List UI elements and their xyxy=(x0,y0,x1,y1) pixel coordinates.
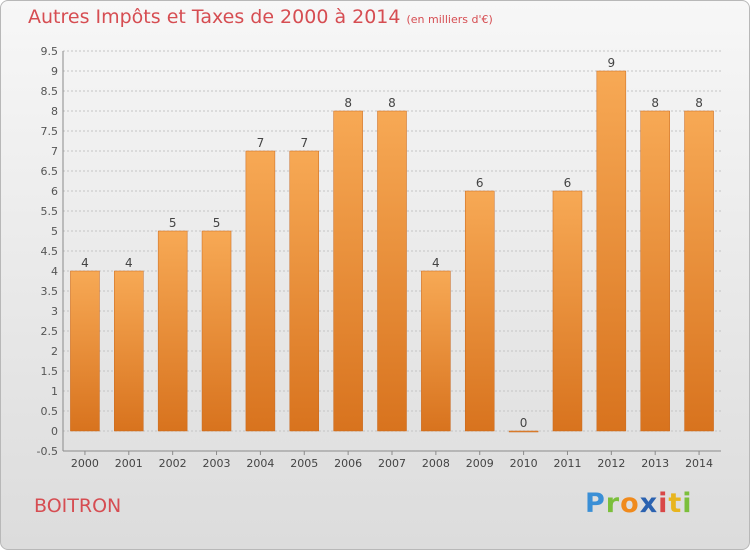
logo-letter: t xyxy=(668,488,683,519)
y-tick-label: 6 xyxy=(51,185,58,198)
data-label: 6 xyxy=(564,176,572,190)
location-label: BOITRON xyxy=(34,495,122,517)
x-tick-label: 2004 xyxy=(246,457,274,470)
y-tick-label: 9 xyxy=(51,65,58,78)
bar xyxy=(289,150,320,432)
x-tick-label: 2002 xyxy=(159,457,187,470)
y-tick-label: 7 xyxy=(51,145,58,158)
data-label: 8 xyxy=(344,96,352,110)
y-tick-label: 9.5 xyxy=(41,45,59,58)
x-tick-label: 2010 xyxy=(510,457,538,470)
data-label: 6 xyxy=(476,176,484,190)
data-labels: 4 4 5 5 7 7 8 8 4 6 0 6 9 8 8 xyxy=(81,56,703,430)
data-label: 7 xyxy=(257,136,265,150)
chart-title: Autres Impôts et Taxes de 2000 à 2014 (en… xyxy=(28,6,493,28)
bar xyxy=(157,230,188,432)
x-tick-label: 2013 xyxy=(641,457,669,470)
y-tick-label: 1.5 xyxy=(41,365,59,378)
logo-letter: i xyxy=(658,488,669,519)
y-tick-label: 2.5 xyxy=(41,325,59,338)
y-tick-label: 8.5 xyxy=(41,85,59,98)
data-label: 8 xyxy=(388,96,396,110)
y-tick-label: 0 xyxy=(51,425,58,438)
y-tick-label: 1 xyxy=(51,385,58,398)
y-tick-label: 8 xyxy=(51,105,58,118)
bar xyxy=(508,430,539,433)
bar xyxy=(245,150,276,432)
y-tick-label: -0.5 xyxy=(37,445,58,458)
data-label: 4 xyxy=(81,256,89,270)
y-tick-label: 6.5 xyxy=(41,165,59,178)
x-tick-label: 2009 xyxy=(466,457,494,470)
logo-letter: x xyxy=(639,488,659,519)
bar xyxy=(684,110,714,432)
x-tick-label: 2000 xyxy=(71,457,99,470)
y-tick-label: 4 xyxy=(51,265,58,278)
x-tick-label: 2001 xyxy=(115,457,143,470)
data-label: 9 xyxy=(608,56,616,70)
bar xyxy=(333,110,363,432)
data-label: 8 xyxy=(695,96,703,110)
y-tick-label: 5 xyxy=(51,225,58,238)
x-tick-label: 2012 xyxy=(597,457,625,470)
logo-letter: o xyxy=(620,488,640,519)
y-tick-label: 7.5 xyxy=(41,125,59,138)
y-tick-label: 0.5 xyxy=(41,405,59,418)
y-tick-label: 2 xyxy=(51,345,58,358)
chart-title-text: Autres Impôts et Taxes de 2000 à 2014 xyxy=(28,6,401,28)
chart-unit: (en milliers d'€) xyxy=(406,13,493,26)
bar xyxy=(201,230,232,432)
data-label: 5 xyxy=(213,216,221,230)
data-label: 7 xyxy=(300,136,308,150)
y-tick-label: 3 xyxy=(51,305,58,318)
data-label: 5 xyxy=(169,216,177,230)
logo-letter: P xyxy=(585,488,606,519)
x-tick-label: 2003 xyxy=(203,457,231,470)
logo-letter: i xyxy=(682,488,693,519)
bar xyxy=(464,190,495,432)
y-tick-label: 5.5 xyxy=(41,205,59,218)
bar xyxy=(552,190,583,432)
axes xyxy=(62,51,721,452)
proxiti-logo: Proxiti xyxy=(585,488,693,519)
x-axis-ticks: 2000 2001 2002 2003 2004 2005 2006 2007 2008 2009… xyxy=(71,451,713,470)
bar xyxy=(70,270,100,432)
logo-letter: r xyxy=(605,488,621,519)
x-tick-label: 2008 xyxy=(422,457,450,470)
bar xyxy=(114,270,144,432)
x-tick-label: 2011 xyxy=(553,457,581,470)
bar xyxy=(596,70,627,432)
y-axis-ticks: -0.5 0 0.5 1 1.5 2 2.5 3 3.5 4 4.5 5 5.5 6 6.5 7 7.5 8 8.5… xyxy=(37,45,58,458)
x-tick-label: 2006 xyxy=(334,457,362,470)
x-tick-label: 2005 xyxy=(290,457,318,470)
bars xyxy=(70,70,714,433)
y-tick-label: 4.5 xyxy=(41,245,59,258)
bar xyxy=(640,110,670,432)
x-tick-label: 2014 xyxy=(685,457,713,470)
y-tick-label: 3.5 xyxy=(41,285,59,298)
data-label: 4 xyxy=(432,256,440,270)
x-tick-label: 2007 xyxy=(378,457,406,470)
bar xyxy=(421,270,451,432)
data-label: 0 xyxy=(520,416,528,430)
data-label: 4 xyxy=(125,256,133,270)
bar xyxy=(377,110,407,432)
data-label: 8 xyxy=(651,96,659,110)
